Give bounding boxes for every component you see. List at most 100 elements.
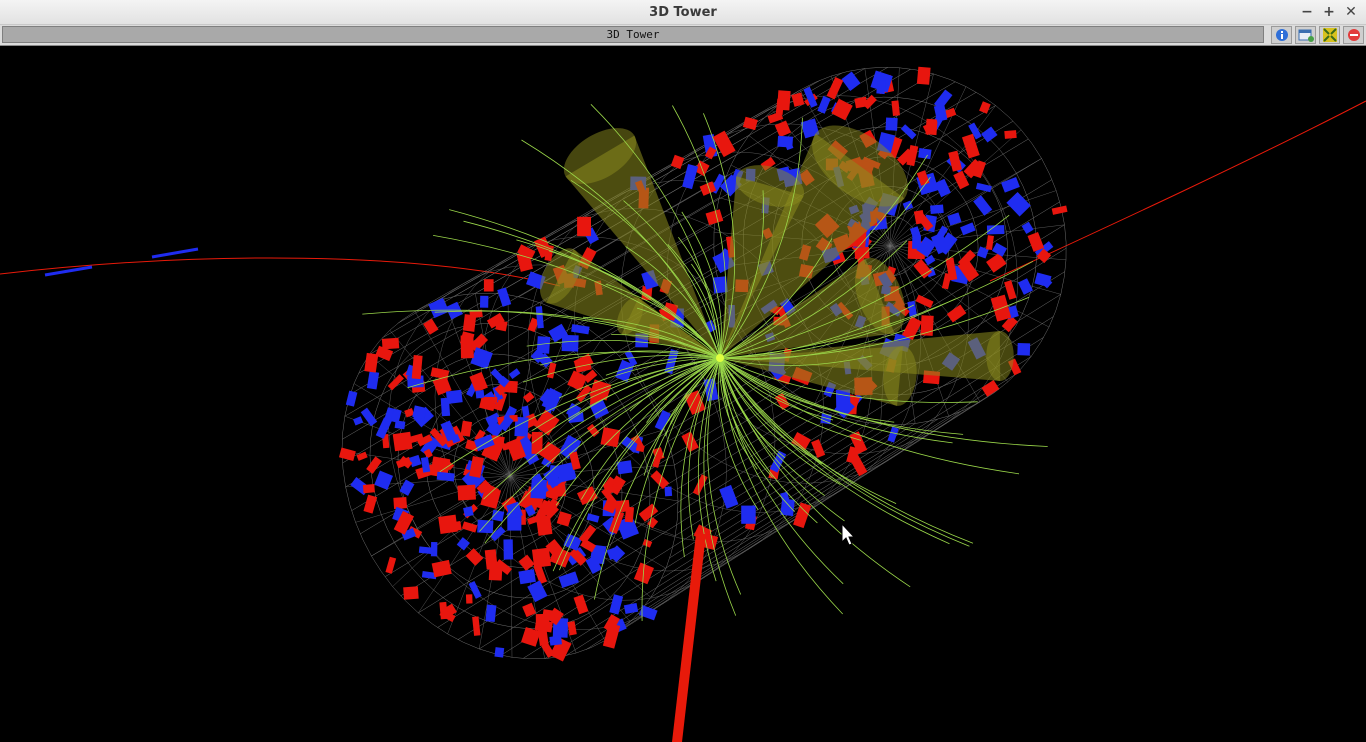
- remove-icon: [1347, 29, 1360, 41]
- calo-tower-far: [976, 246, 989, 259]
- calo-tower-near: [575, 384, 593, 403]
- calo-tower-far: [1006, 191, 1031, 217]
- calo-tower-near: [537, 627, 549, 647]
- calo-tower-near: [479, 295, 489, 308]
- charged-track: [646, 357, 721, 423]
- far-cap-ring: [801, 156, 979, 336]
- charged-track: [719, 357, 911, 588]
- calo-tower-barrel: [854, 96, 868, 109]
- jet-cone-cap: [986, 331, 1014, 381]
- calo-tower-barrel: [503, 539, 514, 560]
- event-display-svg[interactable]: [0, 46, 1366, 742]
- calo-tower-barrel: [918, 147, 932, 160]
- calo-tower-barrel: [791, 432, 811, 451]
- calo-tower-far: [891, 100, 900, 117]
- calo-tower-far: [900, 124, 917, 140]
- calo-tower-near: [573, 594, 589, 615]
- calo-tower-near: [474, 429, 486, 443]
- charged-track: [719, 214, 1010, 359]
- calo-tower-near: [623, 602, 639, 615]
- charged-track: [703, 357, 737, 616]
- calo-tower-far: [968, 122, 982, 140]
- info-button[interactable]: [1271, 26, 1292, 44]
- calo-tower-barrel: [887, 426, 899, 443]
- calo-tower-near: [431, 559, 452, 578]
- calo-tower-far: [800, 118, 820, 139]
- calo-tower-near: [494, 379, 512, 396]
- calo-tower-near: [647, 517, 659, 529]
- charged-track: [407, 351, 721, 389]
- calo-tower-near: [429, 427, 448, 447]
- calo-tower-far: [933, 89, 953, 110]
- charged-track: [590, 104, 721, 359]
- jet-cone-cap: [616, 297, 644, 335]
- calo-tower-near: [457, 484, 476, 501]
- calo-tower-barrel: [682, 163, 699, 190]
- charged-track: [707, 357, 742, 595]
- 3d-event-display[interactable]: [0, 46, 1366, 742]
- charged-track: [532, 357, 721, 431]
- muon-hit: [151, 247, 199, 259]
- calo-tower-near: [401, 527, 417, 541]
- fullscreen-button[interactable]: [1319, 26, 1340, 44]
- calo-tower-near: [468, 581, 482, 599]
- calo-tower-near: [556, 511, 572, 527]
- charged-track: [580, 357, 721, 500]
- calo-tower-barrel: [654, 409, 671, 431]
- cap-spoke: [353, 383, 511, 477]
- calo-tower-barrel: [835, 389, 851, 412]
- calo-tower-far: [817, 95, 831, 114]
- jet-cone-cap: [883, 346, 917, 406]
- calo-tower-far: [991, 242, 1008, 257]
- calo-tower-barrel: [483, 279, 494, 292]
- calo-tower-barrel: [719, 484, 739, 509]
- calo-tower-barrel: [705, 209, 724, 226]
- charged-track: [570, 180, 721, 359]
- new-window-button[interactable]: [1295, 26, 1316, 44]
- calo-tower-near: [423, 448, 433, 459]
- calo-tower-near: [539, 441, 562, 464]
- calo-tower-near: [539, 388, 554, 404]
- maximize-icon[interactable]: +: [1323, 4, 1335, 20]
- calo-tower-barrel: [849, 454, 868, 477]
- charged-track: [719, 357, 844, 585]
- remove-button[interactable]: [1343, 26, 1364, 44]
- charged-track: [634, 357, 721, 524]
- calo-tower-near: [642, 538, 653, 548]
- calo-tower-near: [363, 494, 378, 514]
- calo-tower-barrel: [606, 546, 621, 560]
- charged-track: [719, 357, 1020, 475]
- calo-tower-barrel: [535, 306, 544, 329]
- calo-tower-near: [387, 374, 404, 391]
- calo-tower-barrel: [777, 90, 791, 111]
- calo-tower-near: [531, 547, 552, 568]
- charged-track: [483, 357, 721, 500]
- calo-tower-barrel: [403, 586, 419, 600]
- calo-tower-barrel: [393, 510, 415, 535]
- charged-track: [691, 263, 721, 359]
- close-icon[interactable]: ✕: [1345, 4, 1357, 20]
- calo-tower-near: [353, 416, 364, 426]
- calo-tower-barrel: [961, 133, 980, 159]
- mesh-line: [622, 388, 1000, 629]
- calo-tower-near: [481, 482, 500, 498]
- calo-tower-near: [404, 408, 415, 418]
- charged-track: [521, 139, 721, 359]
- calo-tower-barrel: [826, 77, 844, 100]
- charged-track: [719, 357, 843, 615]
- calo-tower-near: [472, 616, 481, 636]
- calo-tower-far: [1051, 205, 1068, 215]
- primary-vertex: [716, 354, 724, 362]
- view-tab[interactable]: 3D Tower: [2, 26, 1264, 43]
- charged-track: [526, 340, 721, 359]
- minimize-icon[interactable]: −: [1301, 4, 1313, 20]
- calo-tower-far: [935, 225, 949, 240]
- cap-spoke: [889, 105, 996, 247]
- calo-tower-near: [392, 431, 413, 452]
- calo-tower-near: [463, 506, 474, 517]
- calo-tower-near: [650, 470, 670, 490]
- calo-tower-near: [609, 594, 624, 615]
- calo-tower-near: [521, 627, 541, 647]
- charged-track: [484, 357, 721, 544]
- calo-tower-barrel: [953, 170, 970, 190]
